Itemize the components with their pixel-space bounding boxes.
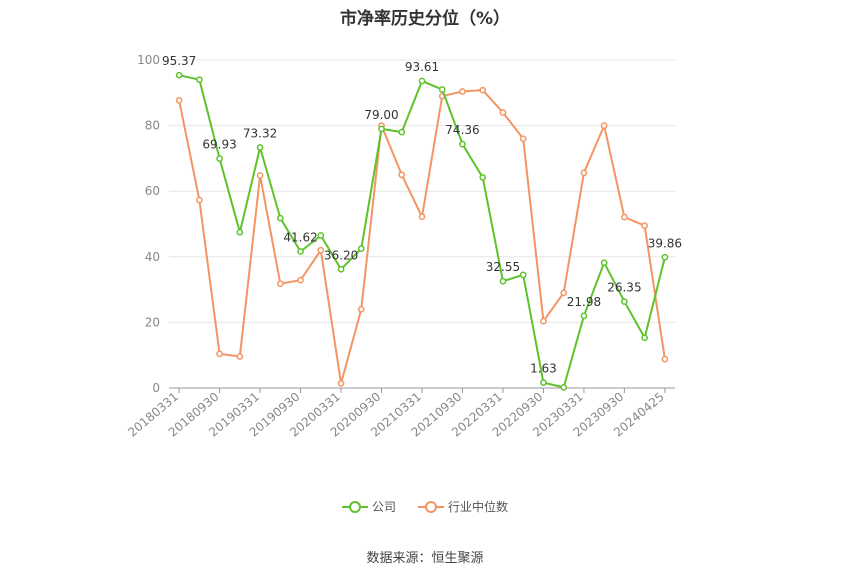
data-point-company[interactable]	[357, 245, 365, 252]
data-point-industry-median[interactable]	[560, 289, 568, 297]
data-point-company[interactable]	[256, 144, 264, 151]
data-point-industry-median[interactable]	[236, 353, 244, 360]
data-point-company[interactable]	[418, 77, 426, 85]
grid-lines	[169, 59, 675, 323]
data-point-industry-median[interactable]	[337, 380, 345, 387]
data-point-company[interactable]	[175, 71, 183, 79]
data-point-company[interactable]	[621, 298, 628, 305]
data-point-industry-median[interactable]	[196, 196, 203, 204]
data-label: 79.00	[364, 108, 398, 122]
data-point-industry-median[interactable]	[621, 213, 628, 221]
series	[175, 71, 669, 391]
legend-industry-line-icon	[418, 500, 444, 513]
data-label: 95.37	[162, 54, 196, 68]
chart-title: 市净率历史分位（%）	[339, 9, 511, 29]
data-point-industry-median[interactable]	[175, 96, 183, 104]
data-point-company[interactable]	[196, 76, 203, 84]
legend-item-industry-median[interactable]: 行业中位数	[418, 498, 508, 515]
y-tick-label: 0	[152, 381, 160, 395]
data-point-industry-median[interactable]	[519, 135, 527, 143]
data-point-industry-median[interactable]	[398, 171, 406, 179]
y-tick-label: 100	[137, 53, 160, 67]
series-line-company	[178, 74, 666, 389]
data-point-company[interactable]	[297, 248, 304, 255]
data-point-company[interactable]	[580, 312, 588, 320]
data-point-company[interactable]	[661, 253, 669, 261]
y-tick-label: 40	[145, 250, 160, 264]
data-point-industry-median[interactable]	[580, 169, 588, 177]
data-label: 41.62	[283, 230, 317, 244]
data-point-company[interactable]	[276, 214, 284, 222]
legend: 公司 行业中位数	[0, 498, 850, 515]
data-point-industry-median[interactable]	[276, 280, 284, 288]
y-tick-label: 80	[145, 119, 160, 133]
data-point-industry-median[interactable]	[600, 122, 608, 129]
legend-item-company[interactable]: 公司	[341, 498, 396, 515]
data-label: 39.86	[648, 236, 682, 250]
data-point-company[interactable]	[600, 259, 608, 267]
data-labels: 95.37 69.93 73.32 41.62 36.20 79.00 93.61 74.36…	[162, 54, 682, 375]
data-point-company[interactable]	[378, 125, 385, 133]
data-label: 1.63	[530, 362, 557, 376]
data-point-company[interactable]	[519, 271, 527, 279]
y-tick-label: 60	[145, 184, 160, 198]
data-point-company[interactable]	[236, 228, 244, 236]
data-point-company[interactable]	[459, 140, 466, 148]
data-point-industry-median[interactable]	[540, 317, 547, 325]
data-source-note: 数据来源：恒生聚源	[366, 551, 484, 566]
data-label: 26.35	[607, 281, 641, 295]
data-point-industry-median[interactable]	[479, 86, 487, 94]
data-point-industry-median[interactable]	[357, 305, 365, 313]
data-label: 73.32	[243, 127, 277, 141]
y-tick-label: 20	[145, 315, 160, 329]
data-point-company[interactable]	[337, 265, 345, 273]
legend-company-line-icon	[341, 500, 368, 513]
data-label: 36.20	[324, 248, 358, 262]
data-point-company[interactable]	[641, 334, 648, 342]
data-point-company[interactable]	[216, 155, 223, 162]
data-label: 21.98	[567, 295, 601, 309]
data-point-company[interactable]	[438, 86, 446, 93]
data-point-company[interactable]	[398, 128, 406, 136]
data-point-industry-median[interactable]	[256, 172, 264, 179]
data-point-industry-median[interactable]	[297, 276, 304, 284]
data-point-industry-median[interactable]	[317, 246, 325, 254]
data-point-industry-median[interactable]	[641, 222, 648, 229]
data-label: 32.55	[486, 260, 520, 274]
data-point-company[interactable]	[560, 383, 568, 391]
data-point-company[interactable]	[317, 232, 325, 239]
data-point-industry-median[interactable]	[216, 350, 223, 358]
data-label: 93.61	[405, 60, 439, 74]
data-point-industry-median[interactable]	[418, 213, 426, 221]
data-point-industry-median[interactable]	[661, 355, 669, 363]
data-point-industry-median[interactable]	[459, 88, 466, 95]
legend-label-industry-median: 行业中位数	[448, 500, 509, 514]
data-label: 69.93	[202, 138, 236, 152]
data-point-industry-median[interactable]	[499, 109, 507, 116]
data-label: 74.36	[445, 123, 479, 137]
legend-label-company: 公司	[371, 500, 396, 514]
data-point-company[interactable]	[479, 174, 487, 181]
data-point-company[interactable]	[499, 277, 507, 285]
data-point-company[interactable]	[540, 379, 547, 387]
